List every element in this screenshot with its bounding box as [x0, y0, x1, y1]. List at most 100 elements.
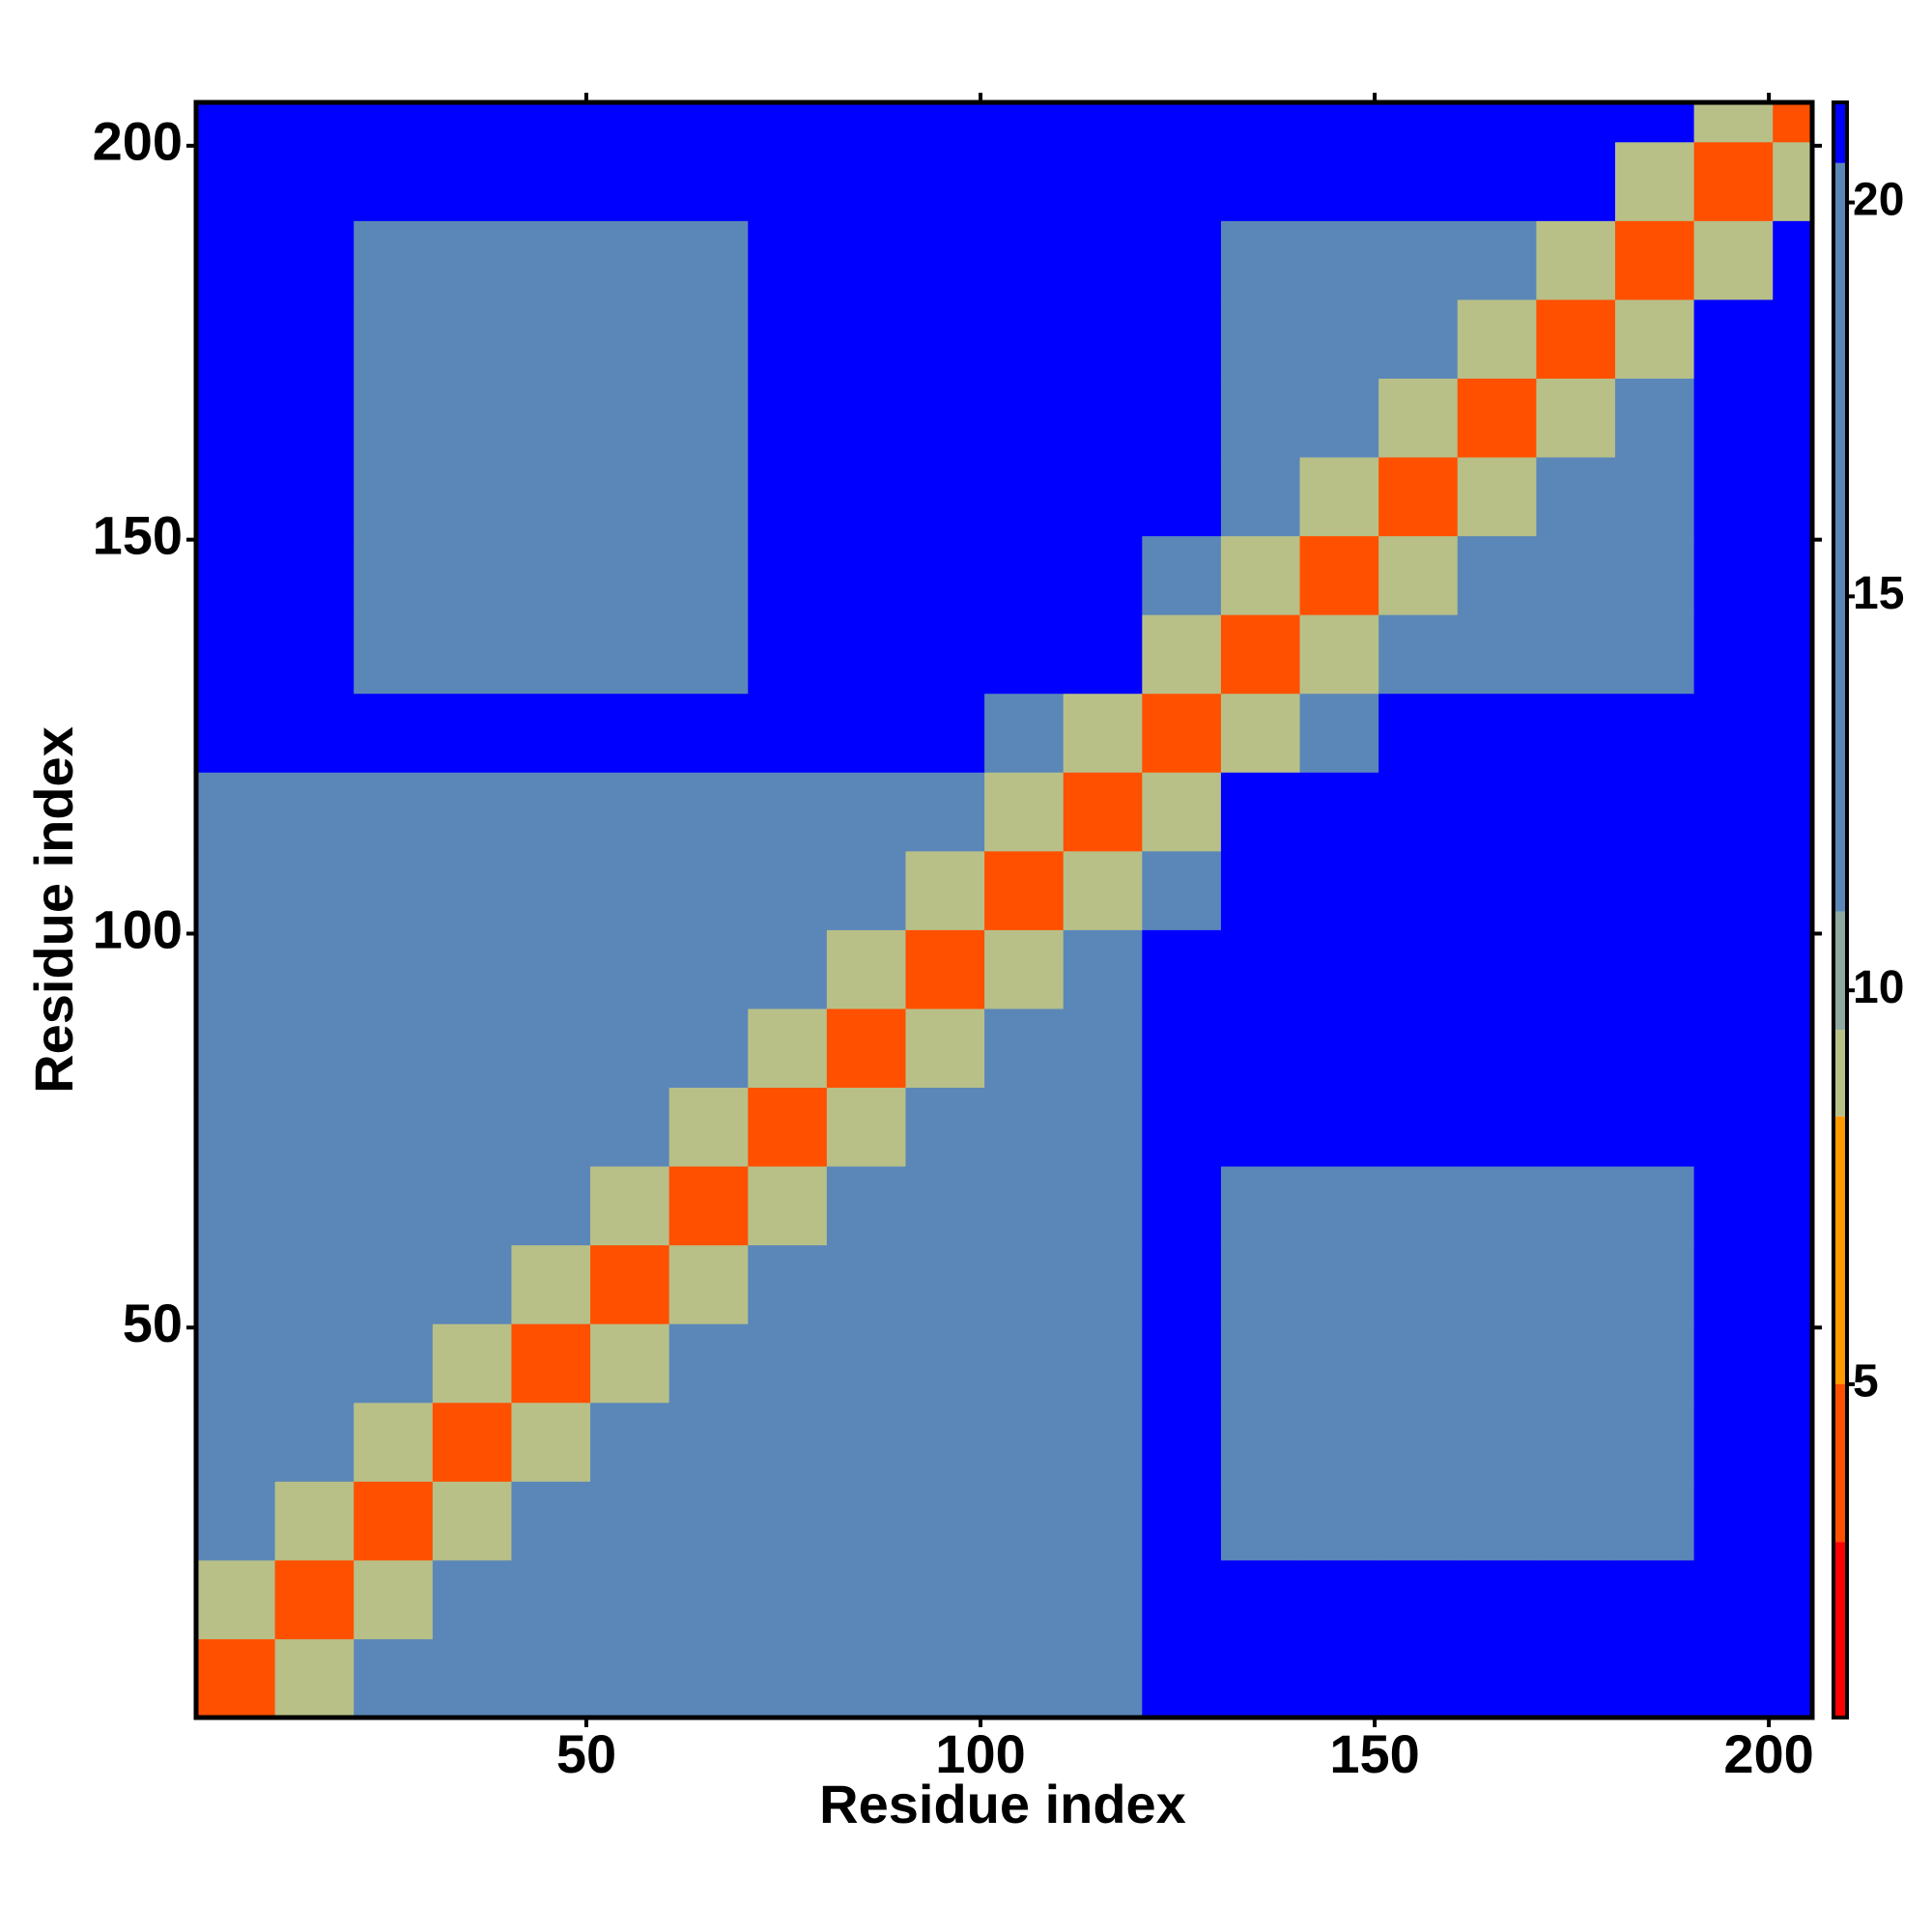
- heatmap-cell: [1378, 378, 1459, 458]
- heatmap-cell: [748, 614, 828, 695]
- heatmap-cell: [905, 1166, 985, 1246]
- heatmap-cell: [984, 1559, 1065, 1639]
- heatmap-cell: [432, 220, 512, 300]
- heatmap-cell: [1536, 1244, 1616, 1324]
- heatmap-cell: [668, 1166, 749, 1246]
- heatmap-cell: [354, 772, 434, 852]
- heatmap-cell: [590, 457, 670, 537]
- heatmap-cell: [1220, 1481, 1301, 1561]
- heatmap-cell: [826, 102, 906, 143]
- heatmap-cell: [905, 1087, 985, 1167]
- heatmap-cell: [1299, 614, 1379, 695]
- heatmap-cell: [274, 693, 355, 773]
- heatmap-cell: [196, 1559, 276, 1639]
- heatmap-cell: [1536, 1087, 1616, 1167]
- heatmap-cell: [905, 1244, 985, 1324]
- heatmap-cell: [1693, 141, 1774, 221]
- heatmap-cell: [1378, 1166, 1459, 1246]
- heatmap-cell: [1220, 141, 1301, 221]
- heatmap-cell: [826, 1559, 906, 1639]
- heatmap-cell: [511, 1481, 591, 1561]
- heatmap-cell: [1536, 457, 1616, 537]
- heatmap-cell: [1457, 457, 1537, 537]
- heatmap-cell: [274, 1323, 355, 1404]
- heatmap-cell: [1142, 693, 1222, 773]
- heatmap-cell: [196, 1244, 276, 1324]
- heatmap-cell: [274, 1559, 355, 1639]
- heatmap-cell: [1063, 1166, 1143, 1246]
- heatmap-cell: [1614, 1559, 1695, 1639]
- heatmap-cell: [1614, 220, 1695, 300]
- heatmap-cell: [668, 298, 749, 379]
- heatmap-cell: [1614, 102, 1695, 143]
- heatmap-cell: [1220, 1323, 1301, 1404]
- heatmap-cell: [1693, 102, 1774, 143]
- heatmap-cell: [511, 693, 591, 773]
- heatmap-cell: [1457, 929, 1537, 1009]
- heatmap-cell: [354, 1008, 434, 1089]
- heatmap-cell: [1063, 1481, 1143, 1561]
- heatmap-cell: [354, 929, 434, 1009]
- heatmap-cell: [590, 1481, 670, 1561]
- heatmap-cell: [1536, 1638, 1616, 1719]
- heatmap-cell: [1299, 772, 1379, 852]
- heatmap-cell: [1220, 693, 1301, 773]
- heatmap-cell: [1773, 1481, 1813, 1561]
- heatmap-cell: [432, 1087, 512, 1167]
- heatmap-cell: [1693, 1087, 1774, 1167]
- x-tick-label: 150: [1329, 1723, 1419, 1784]
- colorbar-tick-label: 5: [1853, 1356, 1879, 1407]
- heatmap-cell: [668, 457, 749, 537]
- y-tick-label: 50: [123, 1293, 183, 1353]
- heatmap-cell: [274, 1244, 355, 1324]
- heatmap-cell: [1220, 1638, 1301, 1719]
- heatmap-cell: [1378, 102, 1459, 143]
- heatmap-cell: [511, 298, 591, 379]
- heatmap-cell: [511, 1559, 591, 1639]
- heatmap-cell: [1299, 693, 1379, 773]
- heatmap-cell: [1378, 1638, 1459, 1719]
- heatmap-cell: [1378, 298, 1459, 379]
- y-tick-label: 100: [93, 898, 183, 959]
- heatmap-cell: [748, 1323, 828, 1404]
- colorbar-level: [1833, 1029, 1847, 1117]
- heatmap-cell: [1457, 772, 1537, 852]
- heatmap-cell: [1378, 1244, 1459, 1324]
- heatmap-cell: [1614, 298, 1695, 379]
- heatmap-cell: [511, 614, 591, 695]
- heatmap-cell: [1378, 141, 1459, 221]
- heatmap-cell: [1614, 1087, 1695, 1167]
- heatmap-cell: [511, 378, 591, 458]
- heatmap-cell: [1614, 1638, 1695, 1719]
- heatmap-cell: [1773, 1638, 1813, 1719]
- heatmap-cell: [748, 102, 828, 143]
- heatmap-cell: [196, 1008, 276, 1089]
- heatmap-cell: [1299, 535, 1379, 615]
- heatmap-cell: [274, 220, 355, 300]
- heatmap-cell: [590, 298, 670, 379]
- heatmap-cell: [274, 772, 355, 852]
- heatmap-cell: [1457, 1008, 1537, 1089]
- heatmap-cell: [354, 1244, 434, 1324]
- heatmap-cell: [1142, 1166, 1222, 1246]
- heatmap-cell: [826, 772, 906, 852]
- heatmap-cell: [748, 1244, 828, 1324]
- heatmap-cell: [1142, 457, 1222, 537]
- heatmap-cell: [590, 1638, 670, 1719]
- heatmap-cell: [748, 850, 828, 930]
- heatmap-cell: [196, 220, 276, 300]
- heatmap-cell: [354, 1402, 434, 1482]
- heatmap-cell: [274, 1638, 355, 1719]
- heatmap-cell: [905, 298, 985, 379]
- heatmap-cell: [826, 535, 906, 615]
- heatmap-cell: [511, 850, 591, 930]
- heatmap-cell: [1299, 1244, 1379, 1324]
- heatmap-cell: [1063, 1087, 1143, 1167]
- heatmap-cell: [668, 929, 749, 1009]
- heatmap-cell: [196, 535, 276, 615]
- heatmap-cell: [1457, 378, 1537, 458]
- heatmap-cell: [1142, 378, 1222, 458]
- heatmap-cell: [1142, 102, 1222, 143]
- heatmap-cell: [905, 772, 985, 852]
